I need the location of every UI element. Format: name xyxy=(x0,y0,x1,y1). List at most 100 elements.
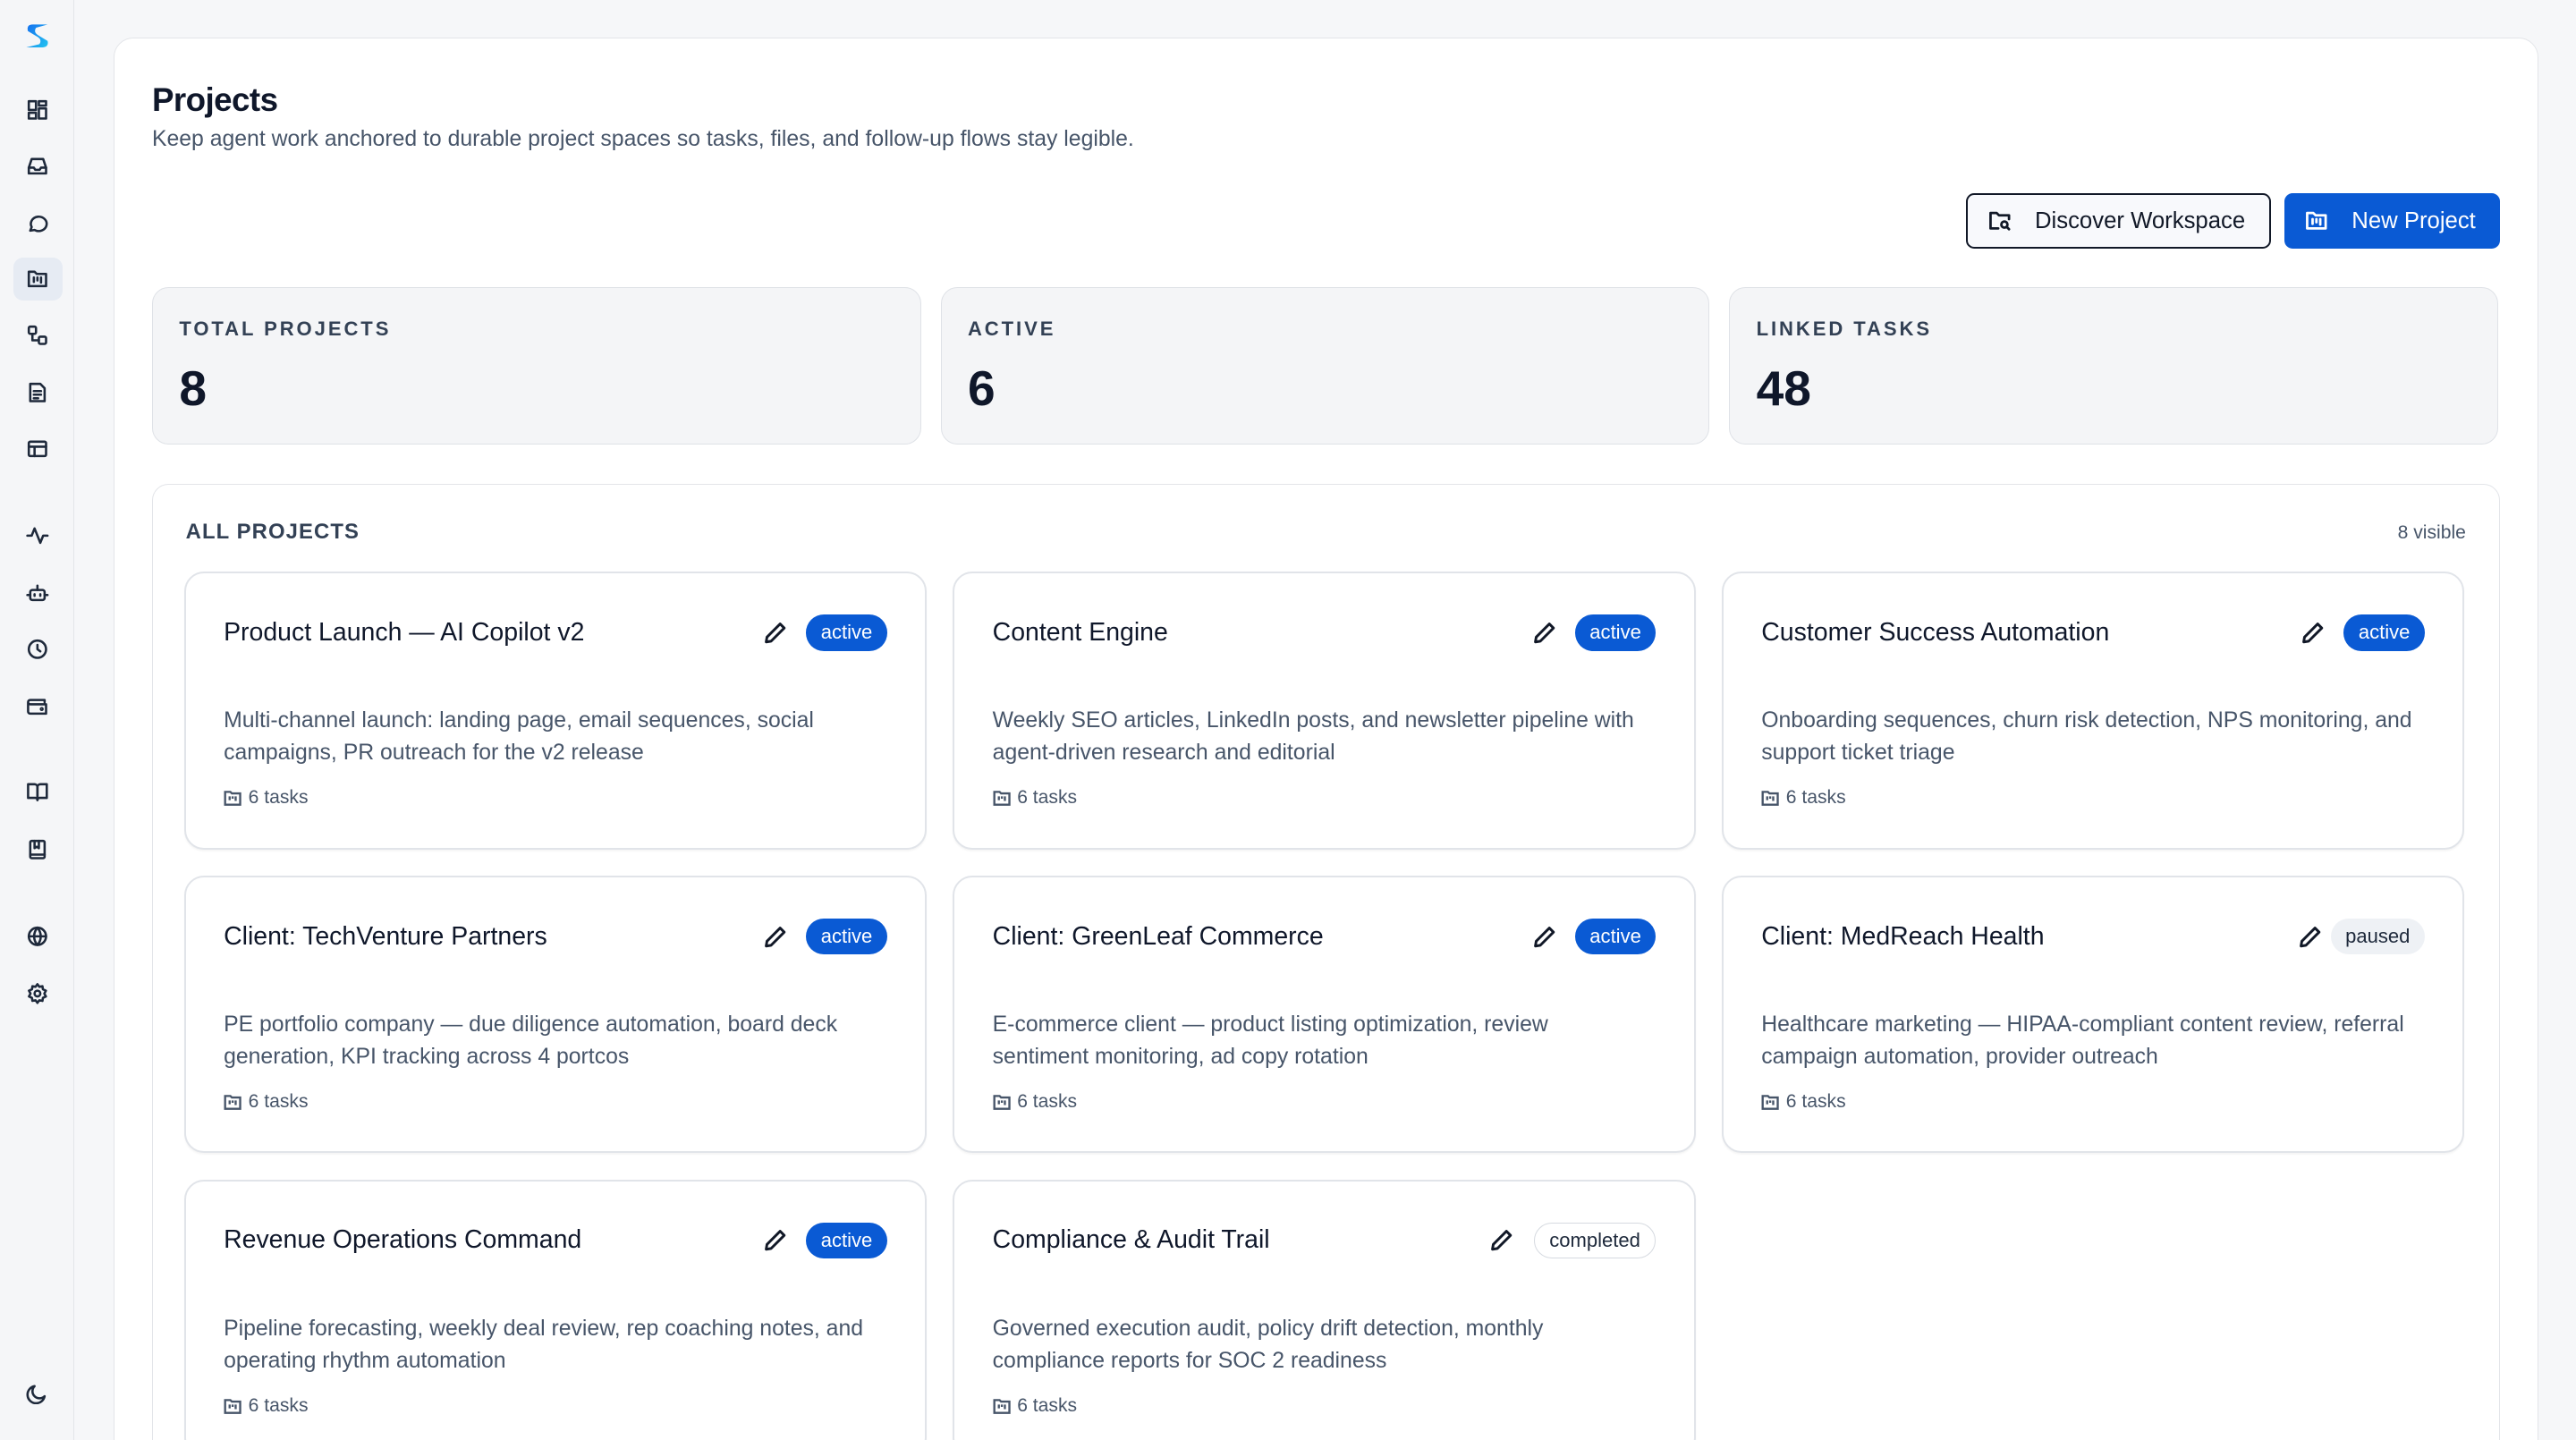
table-icon xyxy=(28,440,48,457)
task-count-label: 6 tasks xyxy=(1017,1090,1078,1112)
project-description: Healthcare marketing — HIPAA-compliant c… xyxy=(1761,1012,2404,1069)
folder-icon xyxy=(993,791,1011,806)
activity-icon xyxy=(26,527,49,545)
sidebar-item-settings-gear[interactable] xyxy=(13,972,63,1015)
task-count: 6 tasks xyxy=(1761,787,1846,809)
projects-panel: Projects Keep agent work anchored to dur… xyxy=(113,38,2538,1440)
task-count: 6 tasks xyxy=(993,1395,1077,1417)
new-project-button[interactable]: New Project xyxy=(2284,192,2500,250)
project-card[interactable]: Client: TechVenture Partners active PE por… xyxy=(183,876,928,1154)
task-count-label: 6 tasks xyxy=(248,1394,309,1416)
discover-workspace-label: Discover Workspace xyxy=(2034,208,2246,233)
edit-pencil-icon[interactable] xyxy=(1488,1227,1514,1253)
edit-pencil-icon[interactable] xyxy=(1531,620,1557,646)
workflow-icon xyxy=(28,325,48,345)
sidebar-item-inbox[interactable] xyxy=(13,145,63,188)
project-description: PE portfolio company — due diligence aut… xyxy=(224,1012,838,1069)
folder-search-icon xyxy=(1988,212,2011,231)
folder-kanban-icon xyxy=(2306,212,2327,231)
stat-value: 8 xyxy=(179,360,207,417)
discover-workspace-button[interactable]: Discover Workspace xyxy=(1965,192,2272,250)
task-count: 6 tasks xyxy=(1761,1090,1846,1113)
edit-pencil-icon[interactable] xyxy=(762,924,788,950)
status-badge: paused xyxy=(2330,919,2425,955)
project-description: E-commerce client — product listing opti… xyxy=(992,1012,1548,1069)
project-description: Multi-channel launch: landing page, emai… xyxy=(224,708,814,766)
settings-gear-icon xyxy=(28,983,47,1004)
moon-icon[interactable] xyxy=(13,1372,63,1415)
task-count-label: 6 tasks xyxy=(1785,1090,1846,1112)
globe-icon xyxy=(28,926,48,946)
page-subtitle: Keep agent work anchored to durable proj… xyxy=(151,127,1134,152)
sidebar-item-globe[interactable] xyxy=(13,915,63,958)
book-open-icon xyxy=(27,783,48,802)
status-badge: active xyxy=(806,614,887,651)
visible-count: 8 visible xyxy=(2397,522,2466,544)
task-count: 6 tasks xyxy=(224,1394,309,1417)
project-card[interactable]: Revenue Operations Command active Pipeline… xyxy=(183,1179,928,1440)
sidebar-item-workflow[interactable] xyxy=(13,314,63,357)
task-count-label: 6 tasks xyxy=(248,787,309,809)
project-name: Client: GreenLeaf Commerce xyxy=(992,921,1324,951)
edit-pencil-icon[interactable] xyxy=(762,620,788,646)
project-card[interactable]: Compliance & Audit Trail completed Governe… xyxy=(953,1179,1696,1440)
status-badge: active xyxy=(806,1222,887,1259)
sidebar-item-chat[interactable] xyxy=(13,202,63,245)
sidebar-item-bookmark-book[interactable] xyxy=(13,828,63,871)
dashboard-icon xyxy=(28,100,48,120)
inbox-icon xyxy=(28,157,48,174)
project-card[interactable]: Product Launch — AI Copilot v2 active Mult… xyxy=(183,572,928,850)
sidebar-item-dashboard[interactable] xyxy=(13,89,63,131)
sidebar-item-clock[interactable] xyxy=(13,628,63,671)
folder-icon xyxy=(1761,1094,1779,1110)
logo-icon[interactable] xyxy=(20,18,55,54)
stat-value: 48 xyxy=(1756,360,1811,417)
status-badge: active xyxy=(2343,614,2425,651)
sidebar-item-document[interactable] xyxy=(13,371,63,414)
project-description: Weekly SEO articles, LinkedIn posts, and… xyxy=(992,708,1634,766)
project-name: Customer Success Automation xyxy=(1761,617,2110,647)
chat-icon xyxy=(29,215,48,233)
folder-icon xyxy=(224,1094,242,1110)
status-badge: active xyxy=(1574,919,1657,955)
sidebar xyxy=(0,0,74,1440)
project-description: Governed execution audit, policy drift d… xyxy=(992,1316,1544,1373)
stat-value: 6 xyxy=(967,360,996,417)
task-count: 6 tasks xyxy=(993,787,1077,809)
sidebar-item-projects-folder[interactable] xyxy=(13,258,63,301)
project-name: Content Engine xyxy=(992,617,1168,647)
all-projects-section: ALL PROJECTS 8 visible Product Launch — … xyxy=(151,483,2500,1440)
project-card[interactable]: Content Engine active Weekly SEO articles,… xyxy=(953,572,1696,850)
folder-icon xyxy=(1761,791,1779,806)
project-name: Compliance & Audit Trail xyxy=(992,1225,1270,1255)
all-projects-title: ALL PROJECTS xyxy=(185,519,360,544)
sidebar-item-activity[interactable] xyxy=(13,514,63,557)
project-name: Client: TechVenture Partners xyxy=(224,921,547,951)
project-card[interactable]: Customer Success Automation active Onboard… xyxy=(1722,572,2465,850)
bookmark-book-icon xyxy=(29,839,47,860)
folder-icon xyxy=(224,791,242,806)
sidebar-item-bot[interactable] xyxy=(13,572,63,614)
project-card[interactable]: Client: GreenLeaf Commerce active E-commer… xyxy=(953,876,1696,1154)
task-count: 6 tasks xyxy=(224,1091,309,1113)
edit-pencil-icon[interactable] xyxy=(2297,924,2323,950)
sidebar-item-wallet[interactable] xyxy=(13,685,63,728)
stat-label: LINKED TASKS xyxy=(1756,317,1932,340)
folder-icon xyxy=(224,1398,242,1414)
stat-card: TOTAL PROJECTS 8 xyxy=(151,286,921,445)
project-card[interactable]: Client: MedReach Health paused Healthcare … xyxy=(1722,876,2465,1154)
project-name: Revenue Operations Command xyxy=(224,1225,582,1255)
edit-pencil-icon[interactable] xyxy=(2300,620,2326,646)
project-name: Client: MedReach Health xyxy=(1761,921,2045,951)
stat-label: ACTIVE xyxy=(967,317,1056,340)
edit-pencil-icon[interactable] xyxy=(1531,924,1557,950)
stat-card: LINKED TASKS 48 xyxy=(1729,286,2498,445)
folder-icon xyxy=(993,1094,1011,1110)
projects-folder-icon xyxy=(28,270,48,288)
page-title: Projects xyxy=(151,80,278,118)
sidebar-item-book-open[interactable] xyxy=(13,770,63,813)
edit-pencil-icon[interactable] xyxy=(762,1227,788,1253)
project-description: Pipeline forecasting, weekly deal review… xyxy=(224,1316,864,1373)
sidebar-item-table[interactable] xyxy=(13,428,63,470)
